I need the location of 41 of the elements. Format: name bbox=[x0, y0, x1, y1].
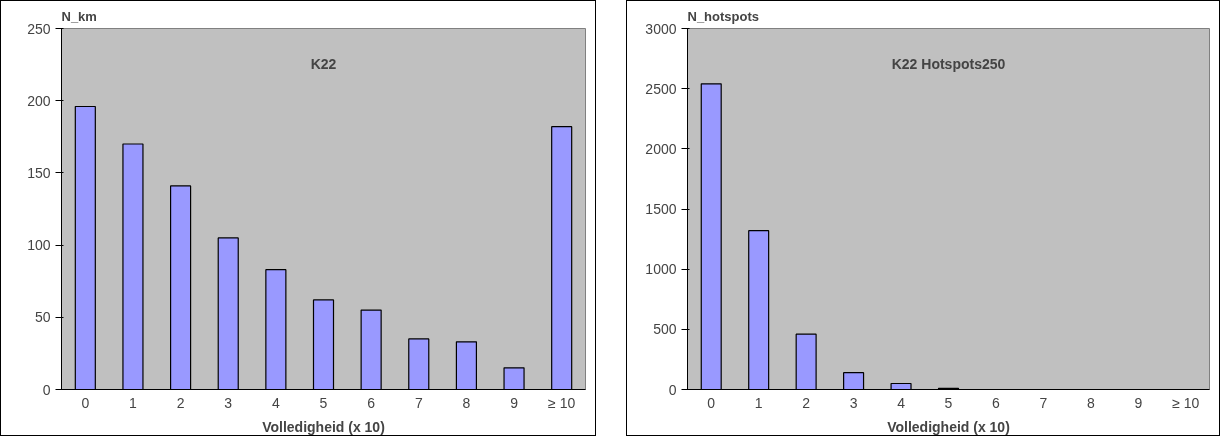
x-tick-label: 4 bbox=[897, 394, 906, 411]
y-tick-label: 500 bbox=[653, 321, 677, 338]
x-tick-label: 3 bbox=[224, 394, 233, 411]
x-tick-label: 7 bbox=[414, 394, 423, 411]
x-tick-label: 1 bbox=[754, 394, 763, 411]
y-tick-label: 250 bbox=[27, 20, 51, 37]
text: K22 Hotspots250 bbox=[891, 55, 1006, 72]
x-tick-label: 3 bbox=[849, 394, 858, 411]
x-tick-label: 1 bbox=[129, 394, 138, 411]
x-tick-label: 6 bbox=[367, 394, 376, 411]
x-tick-label: 5 bbox=[944, 394, 953, 411]
x-tick-label: 6 bbox=[992, 394, 1001, 411]
x-axis-title: Volledigheid (x 10) bbox=[262, 418, 385, 435]
x-tick-label: 9 bbox=[1134, 394, 1143, 411]
x-tick-label: 0 bbox=[707, 394, 716, 411]
x-tick-label: 2 bbox=[176, 394, 185, 411]
y-tick-label: 50 bbox=[34, 309, 51, 326]
text: K22 bbox=[310, 55, 337, 72]
y-tick-label: 1000 bbox=[645, 261, 677, 278]
y-tick-label: 0 bbox=[668, 381, 677, 398]
x-tick-label: 8 bbox=[462, 394, 471, 411]
y-tick-label: 100 bbox=[27, 237, 51, 254]
x-axis-title: Volledigheid (x 10) bbox=[887, 418, 1010, 435]
x-tick-label: 9 bbox=[510, 394, 519, 411]
y-tick-label: 200 bbox=[27, 92, 51, 109]
y-tick-label: 150 bbox=[27, 164, 51, 181]
y-tick-label: 1500 bbox=[645, 201, 677, 217]
x-tick-label: 4 bbox=[271, 394, 280, 411]
y-tick-label: 0 bbox=[42, 381, 51, 398]
y-axis-title: N_km bbox=[61, 8, 97, 24]
x-tick-label: 0 bbox=[81, 394, 90, 411]
x-tick-label: ≥ 10 bbox=[548, 394, 576, 411]
y-tick-label: 3000 bbox=[645, 20, 677, 37]
x-tick-label: 2 bbox=[802, 394, 811, 411]
y-tick-label: 2000 bbox=[645, 140, 677, 157]
y-axis-title: N_hotspots bbox=[687, 8, 759, 24]
x-tick-label: 7 bbox=[1039, 394, 1048, 411]
x-tick-label: 8 bbox=[1086, 394, 1095, 411]
y-tick-label: 2500 bbox=[645, 80, 677, 97]
x-tick-label: ≥ 10 bbox=[1172, 394, 1200, 411]
x-tick-label: 5 bbox=[319, 394, 328, 411]
